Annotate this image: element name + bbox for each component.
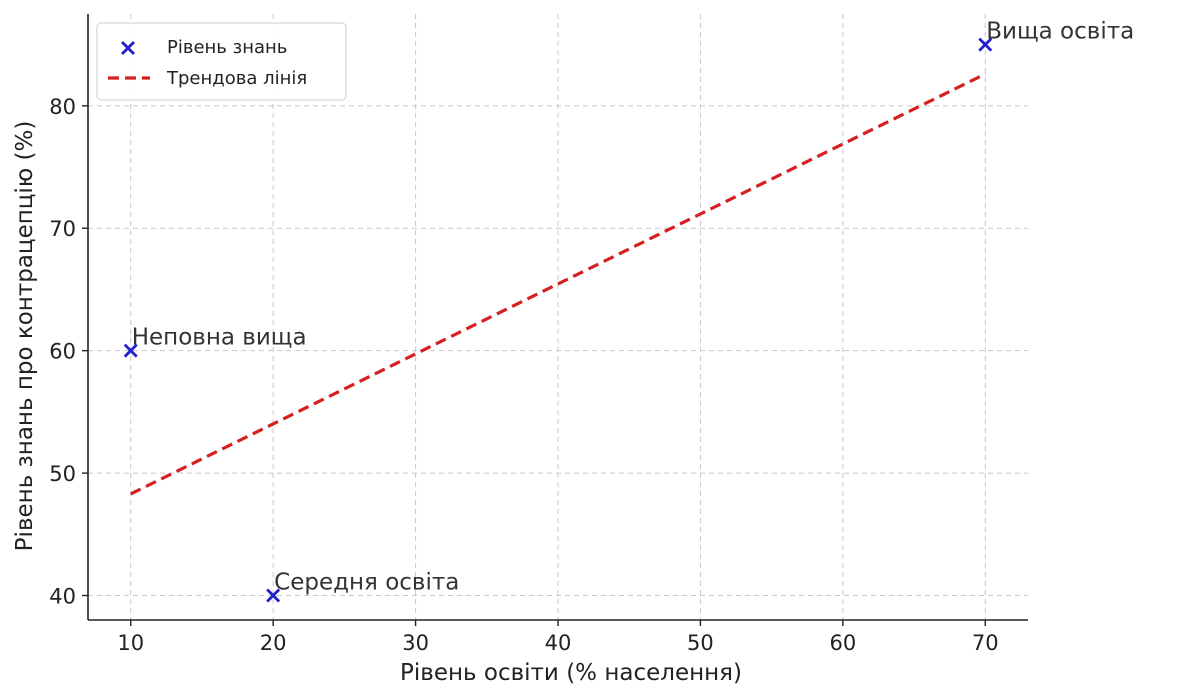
point-annotation: Неповна вища [132,325,307,351]
x-axis-title: Рівень освіти (% населення) [400,660,742,686]
point-annotation: Середня освіта [274,570,459,596]
y-tick-label: 70 [49,217,76,241]
data-point-marker [978,37,993,52]
legend-box [96,22,347,101]
y-tick-label: 40 [49,585,76,609]
marker-stroke [121,41,135,55]
x-tick-label: 20 [260,631,287,655]
data-point-marker [123,343,138,358]
y-tick-label: 80 [49,95,76,119]
legend: Рівень знань Трендова лінія [96,22,347,101]
legend-label-points: Рівень знань [167,37,287,58]
y-tick-label: 50 [49,462,76,486]
x-tick-label: 50 [687,631,714,655]
legend-label-trend: Трендова лінія [166,68,307,89]
marker-stroke [266,588,281,603]
points-layer [123,37,993,603]
annotations-layer: Неповна вища Середня освіта Вища освіта [132,19,1134,596]
y-axis-title: Рівень знань про контрацепцію (%) [12,121,38,552]
trend-line [130,72,986,496]
point-annotation: Вища освіта [986,19,1134,45]
y-tick-label: 60 [49,340,76,364]
grid-layer [88,14,1028,620]
data-point-marker [266,588,281,603]
legend-marker-points [121,41,135,55]
x-tick-label: 60 [829,631,856,655]
x-tick-label: 40 [545,631,572,655]
x-tick-label: 10 [117,631,144,655]
legend-items [108,41,150,80]
marker-stroke [123,343,138,358]
trend-line-layer [130,72,986,496]
axes-layer [82,14,1028,626]
x-tick-label: 30 [402,631,429,655]
marker-stroke [978,37,993,52]
x-tick-label: 70 [972,631,999,655]
tick-labels-layer: 10 20 30 40 50 60 70 40 50 60 70 80 [49,95,998,655]
